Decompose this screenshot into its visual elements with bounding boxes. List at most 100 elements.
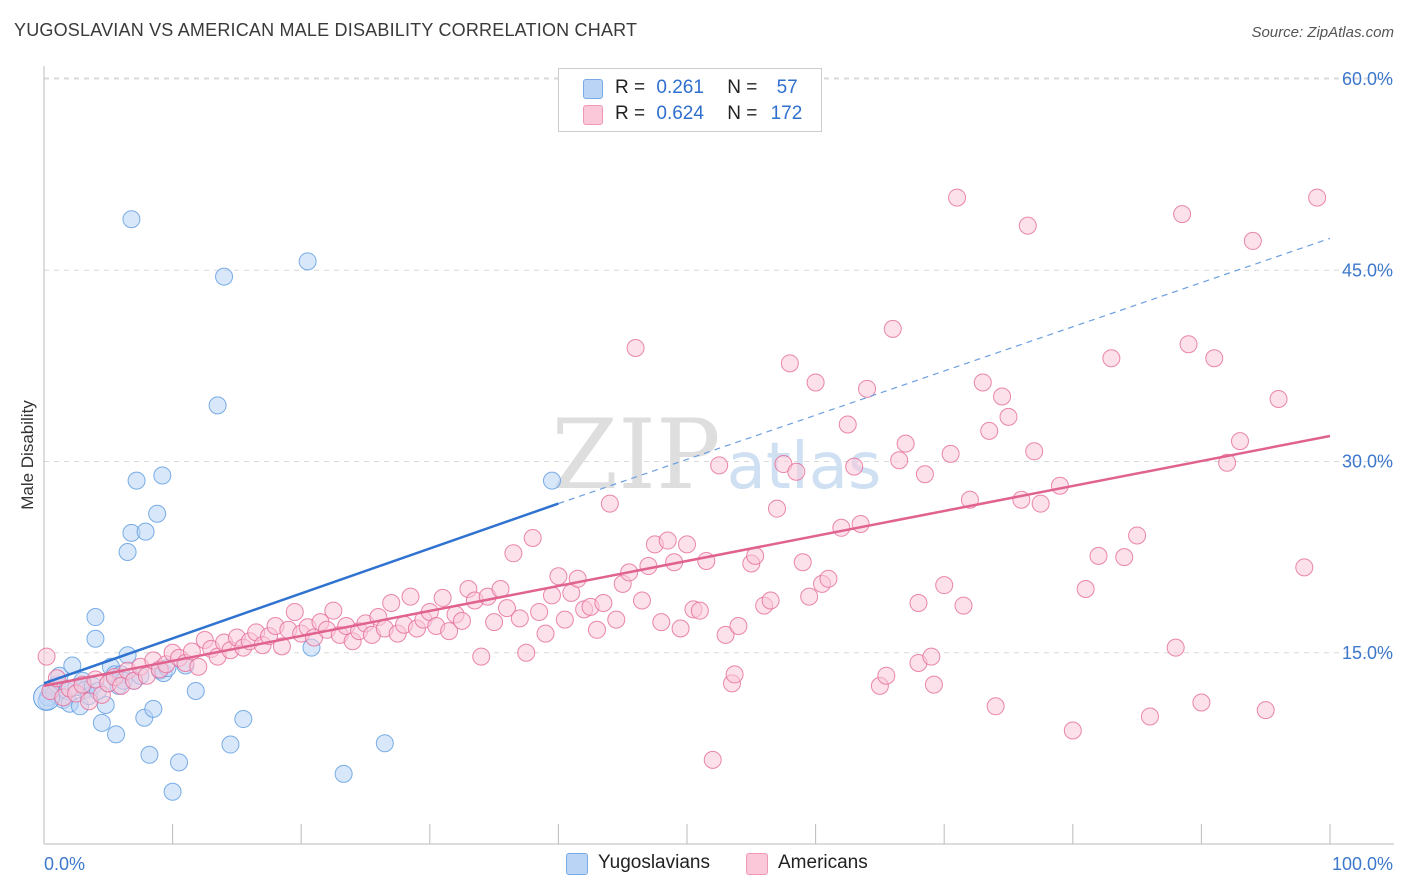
data-point [935,576,954,595]
data-point [845,457,864,476]
data-point [768,499,787,518]
data-point [1179,335,1198,354]
legend-label-yugoslavians: Yugoslavians [598,852,710,873]
data-point [819,569,838,588]
legend-swatch-pink [583,105,603,125]
data-point [883,319,902,338]
data-point [877,666,896,685]
data-point [140,745,159,764]
data-point [690,601,709,620]
data-point [153,466,172,485]
data-point [787,462,806,481]
data-point [107,725,126,744]
data-point [1018,216,1037,235]
data-point [1205,349,1224,368]
data-point [1128,526,1147,545]
data-point [1308,188,1327,207]
trend-line-americans [43,434,1331,688]
data-point [497,599,516,618]
data-point [1102,349,1121,368]
data-point [703,750,722,769]
data-point [851,514,870,533]
data-point [536,624,555,643]
data-point [890,451,909,470]
data-point [986,697,1005,716]
data-point [542,471,561,490]
data-point [1025,442,1044,461]
data-point [800,587,819,606]
legend-n-label: N = [727,77,758,98]
data-point [678,535,696,554]
data-point [909,594,928,613]
data-point [485,613,504,632]
data-point [896,434,915,453]
data-point [941,444,960,463]
data-point [136,522,155,541]
data-point [1256,701,1275,720]
y-tick-label: 30.0% [1342,452,1393,472]
data-point [626,339,645,358]
legend-n-label: N = [727,103,758,124]
data-point [607,610,626,629]
data-point [452,611,471,630]
data-point [725,665,744,684]
data-point [832,518,851,537]
legend-swatch-blue [583,79,603,99]
data-point [922,647,941,666]
data-point [285,602,304,621]
trend-line-yugoslavians [43,502,559,685]
legend-n-value: 172 [770,103,803,124]
data-point [163,782,182,801]
data-point [1269,390,1288,409]
data-point [144,699,163,718]
data-point [86,608,105,627]
legend-swatch-yugoslavians [566,853,588,875]
data-point [272,637,291,656]
data-point [234,710,253,729]
data-point [170,753,189,772]
data-point [440,622,459,641]
watermark-zip: ZIP [551,399,720,511]
data-point [523,529,542,547]
y-tick-label: 60.0% [1342,69,1393,89]
data-point [568,569,587,588]
data-point [924,675,943,694]
data-point [793,553,812,572]
data-point [375,734,394,753]
x-tick-label: 100.0% [1332,854,1393,874]
data-point [954,596,973,615]
data-point [549,567,568,586]
legend-swatch-americans [746,853,768,875]
axes [43,66,1394,845]
data-point [433,588,452,607]
data-point [671,619,690,638]
trend-lines [43,237,1331,688]
data-point [92,713,111,732]
data-point [472,647,491,666]
data-point [118,543,137,562]
data-point [504,544,523,563]
data-point [600,494,619,513]
data-point [1031,494,1050,513]
data-point [1089,546,1108,565]
data-point [1230,432,1249,451]
data-point [186,682,205,700]
data-point [530,602,549,621]
data-point [122,210,141,229]
legend-label-americans: Americans [778,852,868,873]
data-point [127,471,146,490]
data-point [858,379,877,398]
data-point [780,354,799,373]
data-point [973,373,992,392]
series-americans [37,188,1327,769]
data-point [215,267,234,286]
data-point [806,373,825,392]
data-point [652,613,671,632]
data-point [1115,548,1134,567]
data-point [838,415,857,434]
data-point [658,531,677,550]
data-point [980,421,999,440]
data-point [710,456,729,475]
legend-r-label: R = [615,103,646,124]
data-point [948,188,967,207]
